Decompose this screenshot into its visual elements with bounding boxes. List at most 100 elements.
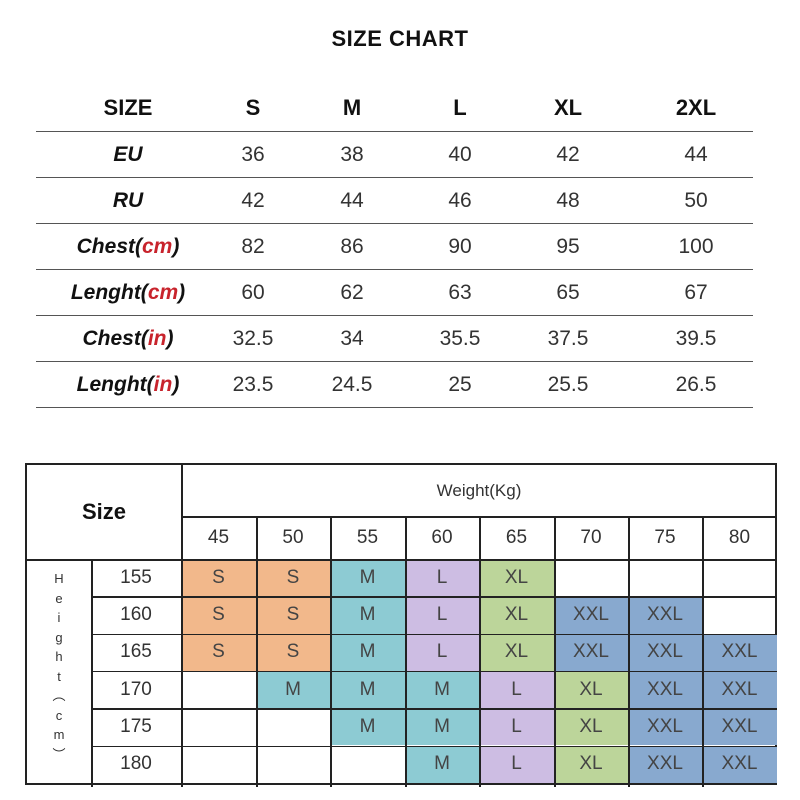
empty-cell: [256, 708, 330, 745]
size-cell: L: [479, 708, 554, 746]
size-cell: S: [256, 596, 330, 634]
size-cell: S: [256, 559, 330, 597]
weight-value: 65: [505, 526, 528, 548]
height-value: 155: [120, 566, 152, 588]
measurement-row: Chest(in) 32.5 34 35.5 37.5 39.5: [36, 316, 753, 362]
empty-cell: [554, 559, 628, 596]
empty-cell: [256, 746, 330, 783]
size-cell: S: [181, 559, 256, 597]
height-value: 170: [120, 678, 152, 700]
weight-value: 45: [207, 526, 230, 548]
weight-value: 60: [431, 526, 453, 548]
measurement-value: 86: [340, 234, 364, 258]
height-axis-char: ︵: [52, 688, 66, 703]
size-cell: XL: [479, 633, 554, 671]
measurement-value: 36: [241, 142, 265, 166]
grid-line: [91, 559, 93, 787]
size-cell: XXL: [628, 708, 702, 746]
grid-line: [27, 559, 777, 561]
size-cell: XXL: [702, 745, 777, 783]
empty-cell: [181, 708, 256, 745]
size-header-cell: L: [453, 94, 467, 120]
size-cell: XL: [554, 708, 628, 746]
grid-line: [405, 516, 407, 787]
height-axis-char: ︶: [52, 746, 66, 762]
empty-cell: [628, 559, 702, 596]
size-cell: XL: [554, 745, 628, 783]
measurement-value: 42: [241, 188, 265, 212]
grid-line: [702, 516, 704, 787]
height-axis-char: h: [55, 649, 63, 664]
size-cell: M: [256, 670, 330, 709]
grid-line: [91, 708, 777, 710]
measurement-row: Lenght(in) 23.5 24.5 25 25.5 26.5: [36, 362, 753, 408]
weight-height-size-table: S S M L XL 155 S S M L XL XXL XXL 160 S S M L XL XXL XXL XXL 1…: [25, 463, 777, 787]
size-cell: M: [330, 559, 405, 597]
grid-line: [91, 633, 777, 636]
size-cell: S: [181, 596, 256, 634]
size-cell: L: [405, 596, 479, 634]
size-header-label: SIZE: [103, 94, 153, 120]
measurement-label: Lenght(cm): [38, 270, 218, 315]
measurement-value: 95: [556, 234, 580, 258]
page-title: SIZE CHART: [331, 26, 469, 51]
measurement-unit: cm: [147, 280, 179, 304]
measurement-value: 39.5: [675, 326, 717, 350]
height-value: 160: [120, 603, 152, 625]
measurement-value: 44: [684, 142, 708, 166]
weight-value: 80: [728, 526, 751, 548]
size-cell: XXL: [702, 670, 777, 709]
measurement-name: RU: [112, 188, 144, 212]
size-conversion-table: SIZE S M L XL 2XL EU 36 38 40 42 44 RU 42 44 46 48 50 Ches…: [36, 84, 753, 408]
empty-cell: [702, 596, 777, 633]
size-cell: M: [405, 670, 479, 709]
measurement-close-paren: ): [178, 280, 186, 304]
measurement-value: 48: [556, 188, 580, 212]
size-cell: L: [405, 559, 479, 597]
size-cell: M: [405, 745, 479, 783]
measurement-value: 100: [678, 234, 714, 258]
weight-value: 55: [356, 526, 379, 548]
grid-line: [91, 596, 777, 598]
size-cell: L: [405, 633, 479, 671]
empty-cell: [702, 559, 777, 596]
size-cell: XXL: [628, 633, 702, 671]
measurement-name: Lenght(: [70, 280, 148, 304]
measurement-value: 46: [448, 188, 472, 212]
height-value: 175: [120, 715, 152, 737]
measurement-label: EU: [38, 132, 218, 177]
grid-line: [181, 465, 183, 787]
measurement-name: Chest(: [82, 326, 148, 350]
size-cell: XXL: [702, 708, 777, 746]
measurement-value: 60: [241, 280, 265, 304]
size-cell: M: [330, 708, 405, 746]
measurement-close-paren: ): [172, 372, 180, 396]
size-cell: XXL: [702, 633, 777, 671]
size-cell: XXL: [628, 745, 702, 783]
empty-cell: [181, 671, 256, 708]
measurement-name: Lenght(: [76, 372, 154, 396]
measurement-value: 37.5: [547, 326, 589, 350]
size-header-cell: 2XL: [675, 94, 717, 120]
size-header-row: SIZE S M L XL 2XL: [36, 84, 753, 132]
size-header-cell: XL: [553, 94, 583, 120]
empty-cell: [330, 746, 405, 783]
measurement-value: 62: [340, 280, 364, 304]
measurement-label: Chest(in): [38, 316, 218, 361]
measurement-name: Chest(: [76, 234, 142, 258]
grid-line: [256, 516, 258, 787]
measurement-value: 32.5: [232, 326, 274, 350]
grid-line: [628, 516, 630, 787]
size-cell: XXL: [554, 596, 628, 634]
height-axis-char: t: [57, 668, 61, 684]
weight-value: 75: [654, 526, 676, 548]
measurement-value: 34: [340, 326, 364, 350]
measurement-label: RU: [38, 178, 218, 223]
empty-cell: [181, 746, 256, 783]
measurement-value: 40: [448, 142, 472, 166]
grid-line: [479, 516, 481, 787]
measurement-value: 25: [448, 372, 472, 396]
measurement-value: 63: [448, 280, 472, 304]
measurement-value: 38: [340, 142, 364, 166]
height-axis-char: g: [55, 629, 63, 645]
